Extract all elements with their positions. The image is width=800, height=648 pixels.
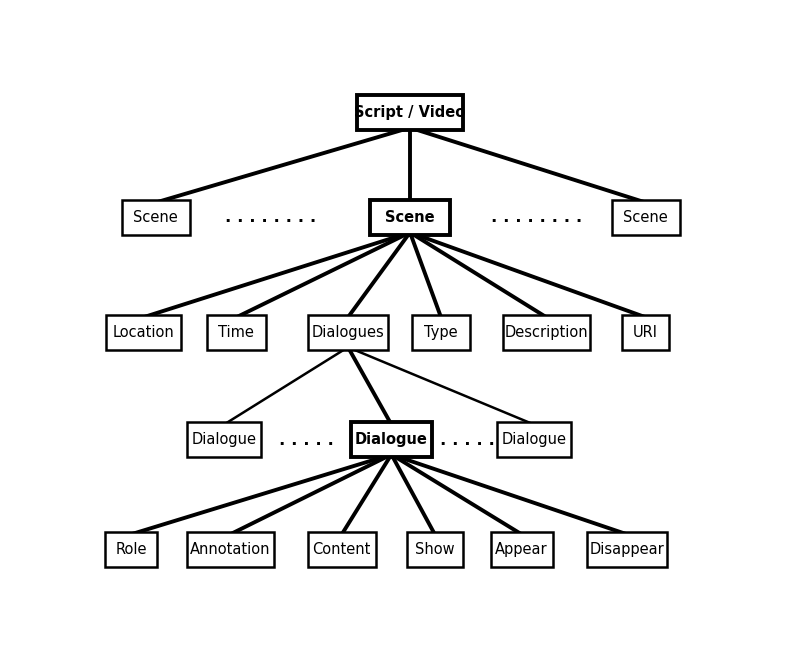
Text: . . . . .: . . . . . [440, 430, 494, 448]
Text: Dialogue: Dialogue [355, 432, 428, 447]
Text: Content: Content [313, 542, 371, 557]
FancyBboxPatch shape [411, 315, 470, 350]
Text: Time: Time [218, 325, 254, 340]
Text: Dialogues: Dialogues [312, 325, 384, 340]
Text: Dialogue: Dialogue [502, 432, 566, 447]
FancyBboxPatch shape [351, 422, 432, 457]
Text: Appear: Appear [495, 542, 548, 557]
FancyBboxPatch shape [497, 422, 571, 457]
FancyBboxPatch shape [105, 532, 158, 567]
FancyBboxPatch shape [187, 532, 274, 567]
Text: Description: Description [505, 325, 588, 340]
Text: Dialogue: Dialogue [191, 432, 257, 447]
FancyBboxPatch shape [207, 315, 266, 350]
FancyBboxPatch shape [122, 200, 190, 235]
FancyBboxPatch shape [622, 315, 669, 350]
FancyBboxPatch shape [308, 315, 388, 350]
Text: Scene: Scene [385, 210, 435, 225]
FancyBboxPatch shape [308, 532, 376, 567]
Text: . . . . . . . .: . . . . . . . . [225, 209, 316, 226]
Text: Scene: Scene [623, 210, 668, 225]
Text: Script / Video: Script / Video [354, 105, 466, 120]
Text: . . . . .: . . . . . [279, 430, 334, 448]
FancyBboxPatch shape [358, 95, 462, 130]
Text: Show: Show [415, 542, 454, 557]
Text: Disappear: Disappear [590, 542, 664, 557]
FancyBboxPatch shape [370, 200, 450, 235]
FancyBboxPatch shape [187, 422, 262, 457]
Text: Scene: Scene [134, 210, 178, 225]
Text: Role: Role [115, 542, 146, 557]
FancyBboxPatch shape [586, 532, 667, 567]
FancyBboxPatch shape [490, 532, 553, 567]
Text: URI: URI [633, 325, 658, 340]
Text: . . . . . . . .: . . . . . . . . [491, 209, 582, 226]
FancyBboxPatch shape [106, 315, 181, 350]
Text: Annotation: Annotation [190, 542, 270, 557]
Text: Type: Type [424, 325, 458, 340]
FancyBboxPatch shape [503, 315, 590, 350]
FancyBboxPatch shape [611, 200, 680, 235]
Text: Location: Location [113, 325, 174, 340]
FancyBboxPatch shape [407, 532, 462, 567]
